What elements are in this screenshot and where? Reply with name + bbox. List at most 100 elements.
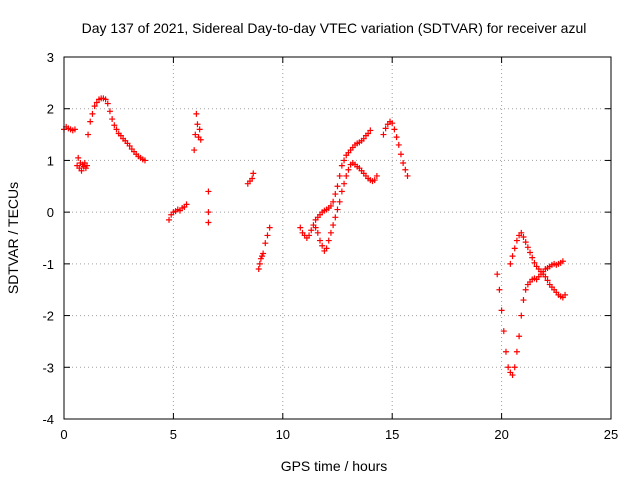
data-point [494,271,501,278]
data-point [518,229,525,236]
data-point [529,254,536,261]
data-point [334,183,341,190]
x-tick-label: 25 [604,427,618,442]
y-axis-label: SDTVAR / TECUs [5,182,21,294]
data-point [402,166,409,173]
data-point [524,244,531,251]
data-point [197,136,204,143]
chart-title: Day 137 of 2021, Sidereal Day-to-day VTE… [82,20,587,36]
data-point [531,259,538,266]
data-point [87,118,94,125]
x-tick-label: 0 [60,427,67,442]
data-point [505,364,512,371]
data-point [89,110,96,117]
data-point [193,110,200,117]
data-point [513,348,520,355]
data-point [117,132,124,139]
data-point [192,131,199,138]
y-tick-label: 2 [47,102,54,117]
data-point [113,126,120,133]
data-point [500,328,507,335]
data-point [360,135,367,142]
data-point [365,130,372,137]
x-tick-label: 20 [494,427,508,442]
y-tick-label: -4 [42,412,54,427]
data-point [373,172,380,179]
y-tick-label: -3 [42,360,54,375]
data-point [338,188,345,195]
data-point [255,266,262,273]
data-point [371,177,378,184]
data-point [511,364,518,371]
data-point [308,227,315,234]
data-point [562,291,569,298]
data-point [559,258,566,265]
data-point [205,188,212,195]
data-point [336,198,343,205]
data-point [393,134,400,141]
data-point [345,166,352,173]
data-point [250,170,257,177]
axis-ticks [63,56,612,420]
data-point [205,219,212,226]
data-point [395,141,402,148]
data-point [71,126,78,133]
data-point [83,162,90,169]
x-axis-label: GPS time / hours [281,458,388,474]
data-point [262,240,269,247]
data-point [104,100,111,107]
data-point [509,253,516,260]
data-point [141,157,148,164]
data-point [256,260,263,267]
data-point [404,172,411,179]
data-point [338,162,345,169]
data-point [544,277,551,284]
data-point [205,209,212,216]
data-point [126,142,133,149]
data-point [397,151,404,158]
data-point [496,286,503,293]
x-tick-label: 5 [170,427,177,442]
data-point [511,245,518,252]
data-point [325,237,332,244]
y-tick-label: -1 [42,257,54,272]
data-point [323,245,330,252]
data-point [520,233,527,240]
data-point [196,126,203,133]
data-point [306,232,313,239]
data-point [400,160,407,167]
data-point [327,202,334,209]
data-point [191,147,198,154]
data-point [502,348,509,355]
data-point [334,206,341,213]
data-point [102,96,109,103]
data-point [75,154,82,161]
data-point [389,120,396,127]
plot-frame [63,56,612,420]
grid [64,57,611,419]
data-point [391,126,398,133]
data-point [260,250,267,257]
data-points [61,95,569,379]
data-point [522,239,529,246]
x-tick-label: 15 [385,427,399,442]
data-point [507,260,514,267]
data-point [341,157,348,164]
x-tick-label: 10 [276,427,290,442]
data-point [78,167,85,174]
y-tick-label: -2 [42,309,54,324]
data-point [85,131,92,138]
data-point [336,172,343,179]
data-point [312,224,319,231]
data-point [297,224,304,231]
data-point [518,312,525,319]
data-point [341,180,348,187]
data-point [332,214,339,221]
data-point [319,242,326,249]
data-point [106,108,113,115]
data-point [109,116,116,123]
data-point [166,216,173,223]
data-point [382,125,389,132]
data-point [111,122,118,129]
